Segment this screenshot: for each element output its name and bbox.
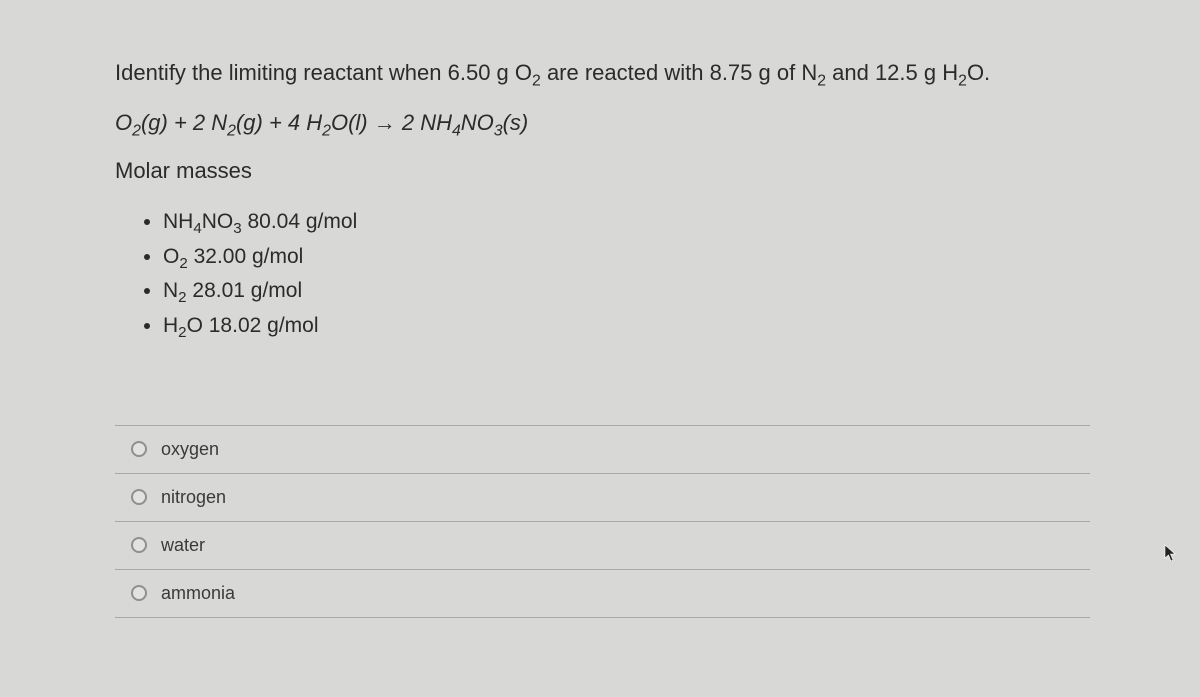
subscript: 4: [452, 122, 461, 139]
molar-masses-list: NH4NO3 80.04 g/mol O2 32.00 g/mol N2 28.…: [163, 206, 1090, 345]
option-label: nitrogen: [161, 487, 226, 508]
list-item: N2 28.01 g/mol: [163, 275, 1090, 310]
subscript: 2: [178, 290, 186, 307]
text: and 12.5 g H: [826, 60, 958, 85]
text: (g): [141, 110, 168, 135]
subscript: 2: [179, 255, 187, 272]
list-item: NH4NO3 80.04 g/mol: [163, 206, 1090, 241]
chemical-equation: O2(g) + 2 N2(g) + 4 H2O(l) → 2 NH4NO3(s): [115, 110, 1090, 140]
text: NO: [202, 210, 234, 233]
text: 18.02 g/mol: [203, 314, 319, 337]
molar-masses-label: Molar masses: [115, 158, 1090, 184]
text: O: [187, 314, 203, 337]
text: 28.01 g/mol: [187, 279, 303, 302]
option-nitrogen[interactable]: nitrogen: [115, 474, 1090, 522]
radio-icon: [131, 585, 147, 601]
subscript: 3: [494, 122, 503, 139]
text: NH: [163, 210, 193, 233]
option-oxygen[interactable]: oxygen: [115, 426, 1090, 474]
option-label: water: [161, 535, 205, 556]
subscript: 2: [532, 72, 541, 89]
text: (g): [236, 110, 263, 135]
text: 80.04 g/mol: [242, 210, 358, 233]
text: O.: [967, 60, 990, 85]
subscript: 2: [178, 324, 186, 341]
text: 32.00 g/mol: [188, 245, 304, 268]
subscript: 3: [233, 220, 241, 237]
subscript: 2: [322, 122, 331, 139]
text: (s): [503, 110, 529, 135]
subscript: 2: [817, 72, 826, 89]
radio-icon: [131, 537, 147, 553]
text: H: [163, 314, 178, 337]
option-water[interactable]: water: [115, 522, 1090, 570]
option-ammonia[interactable]: ammonia: [115, 570, 1090, 618]
radio-icon: [131, 441, 147, 457]
radio-icon: [131, 489, 147, 505]
text: O: [115, 110, 132, 135]
option-label: ammonia: [161, 583, 235, 604]
text: O(l): [331, 110, 368, 135]
option-label: oxygen: [161, 439, 219, 460]
subscript: 2: [227, 122, 236, 139]
arrow: → 2 NH: [368, 110, 452, 135]
answer-options: oxygen nitrogen water ammonia: [115, 425, 1090, 618]
list-item: O2 32.00 g/mol: [163, 241, 1090, 276]
cursor-icon: [1164, 544, 1178, 567]
subscript: 2: [958, 72, 967, 89]
list-item: H2O 18.02 g/mol: [163, 310, 1090, 345]
text: NO: [461, 110, 494, 135]
question-prompt: Identify the limiting reactant when 6.50…: [115, 55, 1090, 94]
text: O: [163, 245, 179, 268]
text: N: [163, 279, 178, 302]
text: Identify the limiting reactant when 6.50…: [115, 60, 532, 85]
subscript: 4: [193, 220, 201, 237]
subscript: 2: [132, 122, 141, 139]
text: + 2 N: [168, 110, 227, 135]
text: + 4 H: [263, 110, 322, 135]
text: are reacted with 8.75 g of N: [541, 60, 817, 85]
